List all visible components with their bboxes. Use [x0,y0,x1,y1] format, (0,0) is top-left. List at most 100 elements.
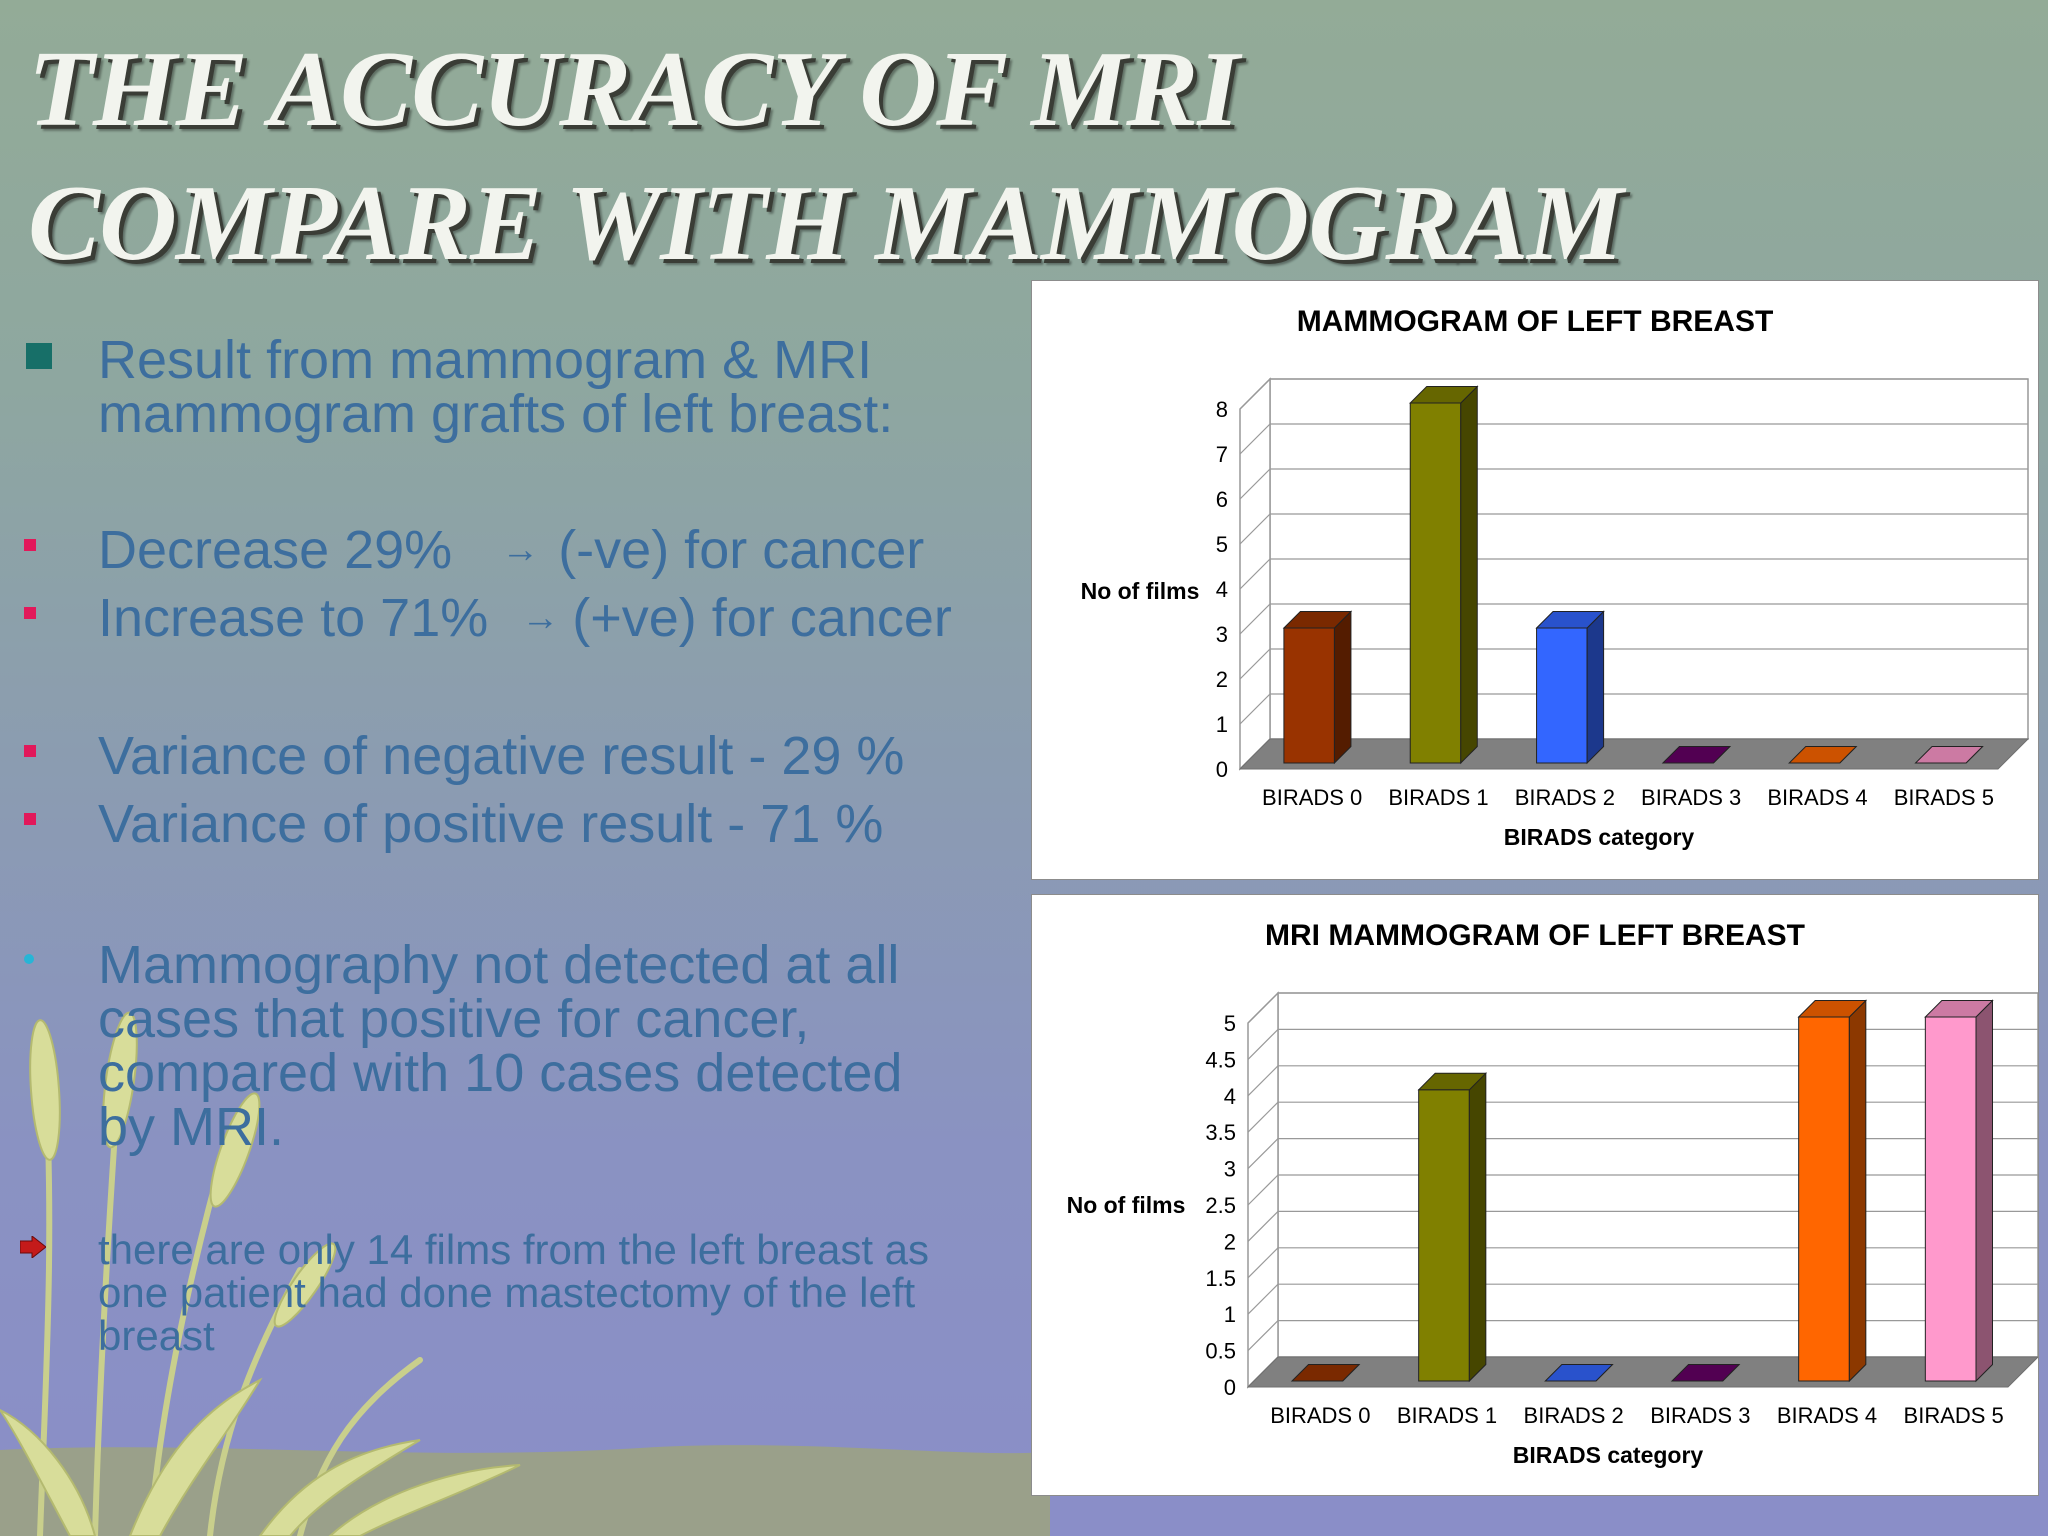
gridline-side [1239,468,1271,500]
bullet-mammography-line-1: Mammography not detected at all [98,935,900,995]
bar-birads-0 [1282,610,1353,765]
y-tick-label: 3 [1224,1157,1236,1182]
y-tick-label: 2.5 [1205,1193,1236,1218]
bullet-variance-negative: Variance of negative result - 29 % [98,726,905,786]
wheat-plants-decoration [0,1011,521,1536]
arrow-bullet-icon [19,1234,47,1263]
chart-mammogram-left-breast: MAMMOGRAM OF LEFT BREAST 0 1 2 3 4 5 6 7 8 BIRADS … [1081,305,2030,850]
bar-side [1333,610,1352,765]
bar-top [1788,746,1858,764]
bar-top [1417,1072,1488,1091]
x-category-label: BIRADS 5 [1904,1403,2004,1428]
x-category-label: BIRADS 5 [1894,785,1994,810]
y-tick-label: 2 [1216,667,1228,692]
y-tick-label: 0.5 [1205,1339,1236,1364]
x-category-label: BIRADS 4 [1767,785,1867,810]
gridline-side [1239,558,1271,590]
bar-top [1409,386,1479,404]
x-category-label: BIRADS 2 [1524,1403,1624,1428]
gridline-side [1247,992,1279,1024]
bar-birads-0 [1290,1364,1361,1382]
x-axis-label: BIRADS category [1504,824,1695,850]
gridline-side [1239,513,1271,545]
bullet-result-line-1: Result from mammogram & MRI [98,330,873,390]
slide-title-line-2: COMPARE WITH MAMMOGRAM [28,164,1623,283]
bullet-variance-positive: Variance of positive result - 71 % [98,794,884,854]
chart-mri-mammogram-left-breast: MRI MAMMOGRAM OF LEFT BREAST 0 0.5 1 1.5 2 2.5… [1067,919,2040,1468]
x-category-label: BIRADS 3 [1641,785,1741,810]
decrease-outcome: (-ve) for cancer [558,520,925,580]
gridline-side [1247,1028,1279,1060]
bar-front [1798,1016,1850,1382]
bar-top [1670,1364,1741,1382]
bar-front [1536,627,1588,764]
gridline-side [1247,1101,1279,1133]
bullet-films-line-2: one patient had done mastectomy of the l… [98,1269,916,1316]
x-category-label: BIRADS 0 [1270,1403,1370,1428]
x-category-label: BIRADS 1 [1388,785,1488,810]
bar-side [1975,999,1993,1383]
bar-top [1544,1364,1614,1382]
x-category-label: BIRADS 1 [1397,1403,1497,1428]
y-tick-label: 5 [1224,1011,1236,1036]
bar-birads-2 [1535,610,1605,765]
y-axis-label: No of films [1081,578,1200,604]
bar-side [1586,610,1605,765]
x-category-label: BIRADS 4 [1777,1403,1877,1428]
bar-top [1914,746,1984,764]
gridline-side [1247,1065,1279,1097]
x-category-label: BIRADS 2 [1515,785,1615,810]
bullet-square-icon [24,745,36,757]
bar-front [1418,1089,1470,1382]
bar-front [1409,402,1462,764]
bar-front [1924,1016,1977,1382]
bullet-decrease: Decrease 29% → (-ve) for cancer [98,523,924,577]
bar-top [1290,1364,1361,1382]
bar-birads-5 [1924,999,1994,1383]
bullet-square-icon [26,343,52,369]
y-tick-label: 1 [1216,712,1228,737]
x-axis-label: BIRADS category [1513,1442,1704,1468]
x-category-label: BIRADS 3 [1650,1403,1750,1428]
increase-outcome: (+ve) for cancer [572,588,952,648]
bar-birads-4 [1797,999,1868,1383]
gridline-side [1247,1174,1279,1206]
y-tick-label: 0 [1216,757,1228,782]
chart-floor [1238,738,2030,770]
gridline-side [1239,648,1271,680]
gridline-side [1239,378,1271,410]
y-tick-label: 2 [1224,1229,1236,1254]
bar-birads-3 [1670,1364,1741,1382]
chart-panel-mri: MRI MAMMOGRAM OF LEFT BREAST 0 0.5 1 1.5 2 2.5… [1031,894,2040,1496]
bullet-square-icon [24,539,36,551]
x-category-label: BIRADS 0 [1262,785,1362,810]
bullet-square-icon [24,813,36,825]
chart-panel-mammogram: MAMMOGRAM OF LEFT BREAST 0 1 2 3 4 5 6 7 8 BIRADS … [1031,280,2039,880]
y-tick-label: 0 [1224,1375,1236,1400]
y-tick-label: 4.5 [1205,1047,1236,1072]
bullet-dot-icon [24,954,34,964]
bar-birads-1 [1417,1072,1488,1383]
chart-floor [1246,1356,2040,1388]
bullet-increase: Increase to 71% → (+ve) for cancer [98,591,952,645]
decrease-value: Decrease 29% [98,520,453,580]
bullet-films-line-1: there are only 14 films from the left br… [98,1226,930,1273]
bullet-mammography-line-2: cases that positive for cancer, [98,989,810,1049]
increase-value: Increase to 71% [98,588,489,648]
bar-top [1661,746,1732,764]
bar-top [1797,1000,1868,1018]
bar-side [1460,385,1478,765]
y-tick-label: 1.5 [1205,1266,1236,1291]
y-tick-label: 1 [1224,1302,1236,1327]
chart-title: MRI MAMMOGRAM OF LEFT BREAST [1265,919,1805,952]
arrow-right-icon: → [521,597,560,639]
gridline-side [1247,1320,1279,1352]
gridline-side [1239,603,1271,635]
y-tick-label: 4 [1224,1084,1236,1109]
bar-side [1468,1072,1487,1383]
y-tick-label: 3.5 [1205,1120,1236,1145]
gridline-side [1247,1283,1279,1315]
bullet-films-line-3: breast [98,1312,215,1359]
y-tick-label: 6 [1216,487,1228,512]
y-tick-label: 5 [1216,532,1228,557]
